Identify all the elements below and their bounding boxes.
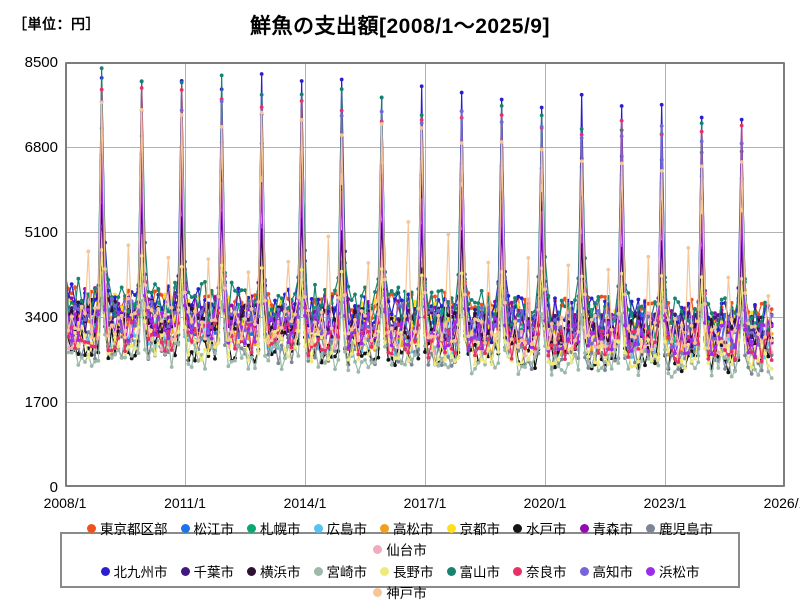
legend-item: 高松市 bbox=[380, 518, 434, 538]
legend-label: 東京都区部 bbox=[100, 522, 168, 537]
legend-dot-icon bbox=[373, 587, 383, 597]
legend-dot-icon bbox=[380, 523, 389, 533]
y-tick-label: 3400 bbox=[24, 309, 58, 326]
legend-label: 鹿児島市 bbox=[659, 522, 713, 537]
x-tick-label: 2026/1 bbox=[763, 495, 800, 511]
y-tick-label: 5100 bbox=[24, 224, 58, 241]
legend-item: 千葉市 bbox=[180, 561, 235, 581]
legend-label: 札幌市 bbox=[260, 522, 301, 537]
plot-canvas bbox=[65, 62, 785, 487]
legend-dot-icon bbox=[180, 566, 190, 576]
chart-title: 鮮魚の支出額[2008/1～2025/9] bbox=[250, 15, 550, 38]
legend-label: 北九州市 bbox=[113, 565, 168, 580]
legend-label: 浜松市 bbox=[659, 565, 700, 580]
x-tick-label: 2014/1 bbox=[283, 495, 327, 511]
legend-label: 奈良市 bbox=[526, 565, 567, 580]
legend-item: 富山市 bbox=[446, 561, 501, 581]
x-tick-label: 2023/1 bbox=[643, 495, 687, 511]
legend-dot-icon bbox=[579, 566, 589, 576]
x-tick-label: 2017/1 bbox=[403, 495, 447, 511]
y-tick-label: 8500 bbox=[24, 54, 58, 71]
legend-dot-icon bbox=[87, 523, 96, 533]
legend-label: 高松市 bbox=[393, 522, 434, 537]
legend-item: 京都市 bbox=[446, 518, 501, 538]
legend-dot-icon bbox=[513, 566, 522, 576]
legend-item: 青森市 bbox=[579, 518, 634, 538]
legend-dot-icon bbox=[446, 566, 456, 576]
legend-label: 仙台市 bbox=[386, 543, 427, 558]
legend-label: 高知市 bbox=[592, 565, 634, 580]
legend-label: 神戸市 bbox=[386, 586, 427, 601]
legend-label: 青森市 bbox=[592, 522, 634, 537]
legend-dot-icon bbox=[373, 544, 383, 554]
legend-item: 札幌市 bbox=[247, 518, 301, 538]
legend-dot-icon bbox=[513, 523, 522, 533]
legend-label: 長野市 bbox=[393, 565, 434, 580]
legend-item: 奈良市 bbox=[513, 561, 567, 581]
legend-dot-icon bbox=[646, 523, 655, 533]
legend-dot-icon bbox=[579, 523, 589, 533]
legend-dot-icon bbox=[313, 523, 323, 533]
legend-item: 浜松市 bbox=[646, 561, 700, 581]
legend-item: 東京都区部 bbox=[87, 518, 168, 538]
legend-item: 仙台市 bbox=[373, 539, 427, 559]
legend-dot-icon bbox=[180, 523, 190, 533]
legend-label: 富山市 bbox=[459, 565, 501, 580]
x-tick-label: 2011/1 bbox=[164, 495, 206, 511]
y-tick-label: 1700 bbox=[24, 394, 58, 411]
y-tick-label: 6800 bbox=[24, 139, 58, 156]
legend-item: 神戸市 bbox=[373, 582, 427, 602]
legend-item: 長野市 bbox=[380, 561, 434, 581]
legend-dot-icon bbox=[380, 566, 389, 576]
legend-dot-icon bbox=[247, 566, 256, 576]
legend-item: 横浜市 bbox=[247, 561, 301, 581]
legend-item: 水戸市 bbox=[513, 518, 567, 538]
legend-label: 宮崎市 bbox=[326, 565, 368, 580]
legend-label: 京都市 bbox=[459, 522, 501, 537]
legend-label: 広島市 bbox=[326, 522, 368, 537]
legend-label: 水戸市 bbox=[526, 522, 567, 537]
x-tick-label: 2020/1 bbox=[523, 495, 567, 511]
legend-dot-icon bbox=[247, 523, 256, 533]
legend-dot-icon bbox=[100, 566, 110, 576]
legend-label: 横浜市 bbox=[260, 565, 301, 580]
legend-dot-icon bbox=[646, 566, 655, 576]
unit-label: ［単位：円］ bbox=[13, 16, 100, 32]
legend-item: 鹿児島市 bbox=[646, 518, 713, 538]
legend-label: 松江市 bbox=[193, 522, 235, 537]
legend-label: 千葉市 bbox=[193, 565, 235, 580]
legend-item: 北九州市 bbox=[100, 561, 168, 581]
legend-item: 高知市 bbox=[579, 561, 634, 581]
legend-item: 宮崎市 bbox=[313, 561, 368, 581]
legend: 東京都区部 松江市 札幌市 広島市 高松市 京都市 水戸市 青森市 鹿児島市仙台市北九州市 千葉市… bbox=[60, 522, 740, 601]
legend-dot-icon bbox=[313, 566, 323, 576]
legend-item: 松江市 bbox=[180, 518, 235, 538]
legend-item: 広島市 bbox=[313, 518, 368, 538]
legend-dot-icon bbox=[446, 523, 456, 533]
y-tick-label: 0 bbox=[49, 479, 58, 496]
x-tick-label: 2008/1 bbox=[43, 495, 87, 511]
